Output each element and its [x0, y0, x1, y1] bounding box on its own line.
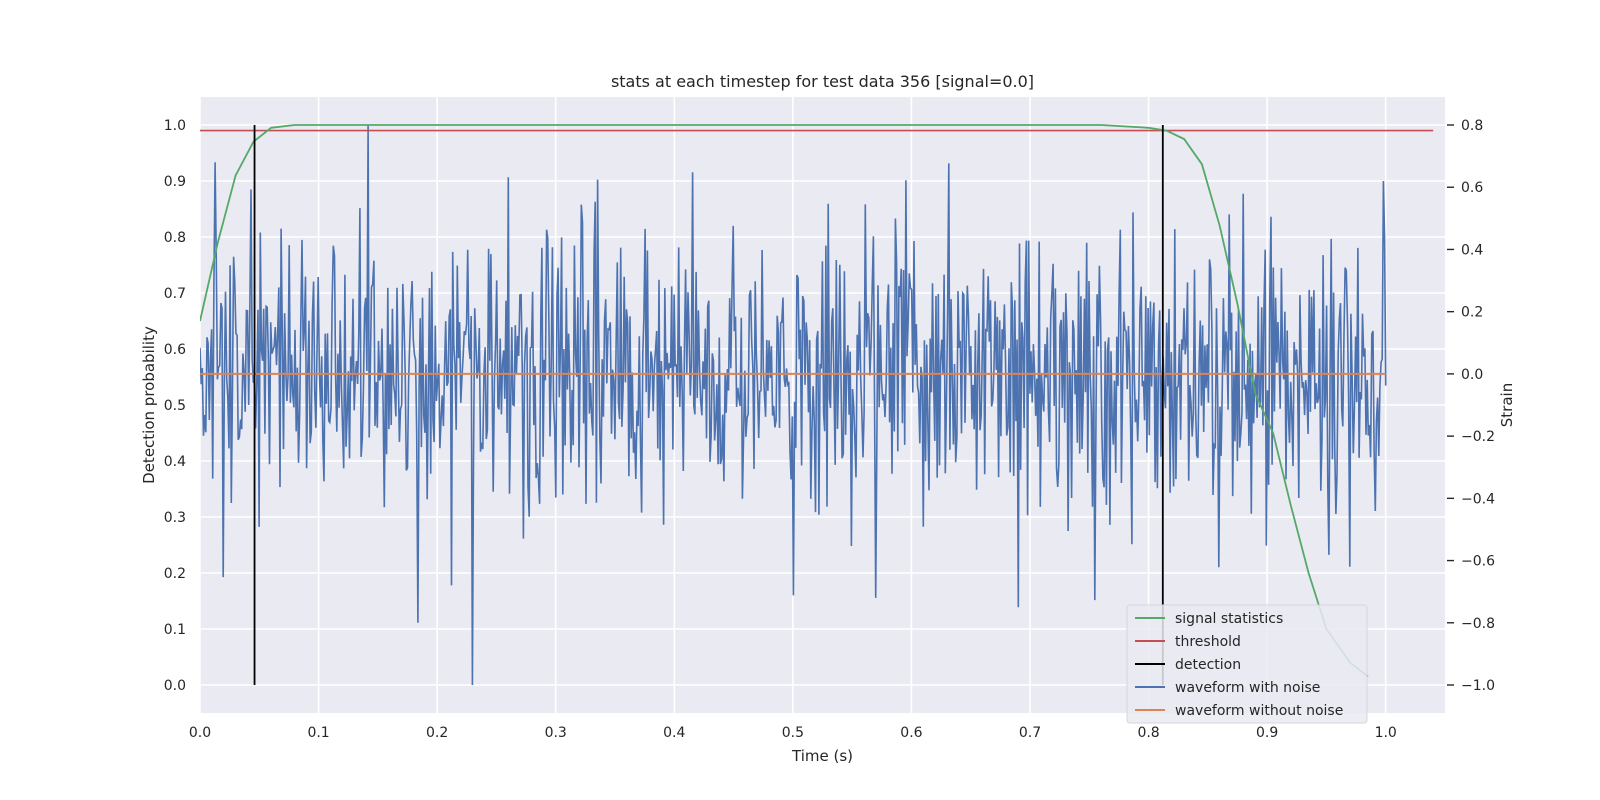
y-right-tick-label: 0.6: [1461, 180, 1483, 196]
y-axis-right-label: Strain: [1498, 383, 1516, 427]
y-right-tick-label: −0.4: [1461, 491, 1495, 507]
x-tick-label: 0.9: [1256, 725, 1278, 741]
y-left-tick-label: 0.7: [164, 286, 186, 302]
legend-label: signal statistics: [1175, 611, 1283, 627]
y-right-tick-label: −0.8: [1461, 616, 1495, 632]
legend-label: detection: [1175, 657, 1241, 673]
x-tick-label: 0.7: [1019, 725, 1041, 741]
y-left-tick-label: 0.9: [164, 174, 186, 190]
y-left-tick-label: 0.1: [164, 622, 186, 638]
chart-title: stats at each timestep for test data 356…: [611, 72, 1034, 91]
y-right-tick-label: 0.2: [1461, 305, 1483, 321]
y-left-tick-label: 0.0: [164, 678, 186, 694]
legend-box: [1126, 604, 1368, 724]
y-right-tick-label: −0.2: [1461, 429, 1495, 445]
series-waveform-with-noise: [200, 124, 1387, 686]
y-left-tick-label: 1.0: [164, 118, 186, 134]
x-tick-label: 0.6: [900, 725, 922, 741]
y-left-tick-label: 0.8: [164, 230, 186, 246]
y-right-tick-label: 0.0: [1461, 367, 1483, 383]
x-tick-label: 0.5: [782, 725, 804, 741]
x-axis: 0.0 0.1 0.2 0.3 0.4 0.5 0.6 0.7 0.8 0.9 1.0: [189, 725, 1397, 741]
y-right-tick-label: −1.0: [1461, 678, 1495, 694]
plot-series: [200, 124, 1434, 686]
x-axis-label: Time (s): [791, 747, 853, 765]
y-left-tick-label: 0.3: [164, 510, 186, 526]
legend-label: threshold: [1175, 634, 1241, 650]
y-axis-right: 0.8 0.6 0.4 0.2 0.0 −0.2 −0.4 −0.6 −0.8 −1.0: [1447, 118, 1495, 694]
y-right-tick-label: 0.8: [1461, 118, 1483, 134]
x-tick-label: 0.4: [663, 725, 685, 741]
y-left-tick-label: 0.4: [164, 454, 186, 470]
y-axis-left-label: Detection probability: [140, 326, 158, 484]
x-tick-label: 0.3: [545, 725, 567, 741]
legend-label: waveform with noise: [1175, 680, 1320, 696]
x-tick-label: 0.2: [426, 725, 448, 741]
y-left-tick-label: 0.6: [164, 342, 186, 358]
x-tick-label: 0.0: [189, 725, 211, 741]
y-left-tick-label: 0.2: [164, 566, 186, 582]
y-right-tick-label: 0.4: [1461, 242, 1483, 258]
x-tick-label: 0.1: [307, 725, 329, 741]
y-axis-left: 0.0 0.1 0.2 0.3 0.4 0.5 0.6 0.7 0.8 0.9 1.0: [164, 118, 186, 694]
y-right-tick-label: −0.6: [1461, 554, 1495, 570]
x-tick-label: 0.8: [1137, 725, 1159, 741]
series-signal-statistics: [200, 124, 1369, 678]
legend-label: waveform without noise: [1175, 703, 1343, 719]
y-left-tick-label: 0.5: [164, 398, 186, 414]
x-tick-label: 1.0: [1375, 725, 1397, 741]
legend: signal statistics threshold detection wavef…: [1126, 604, 1368, 724]
